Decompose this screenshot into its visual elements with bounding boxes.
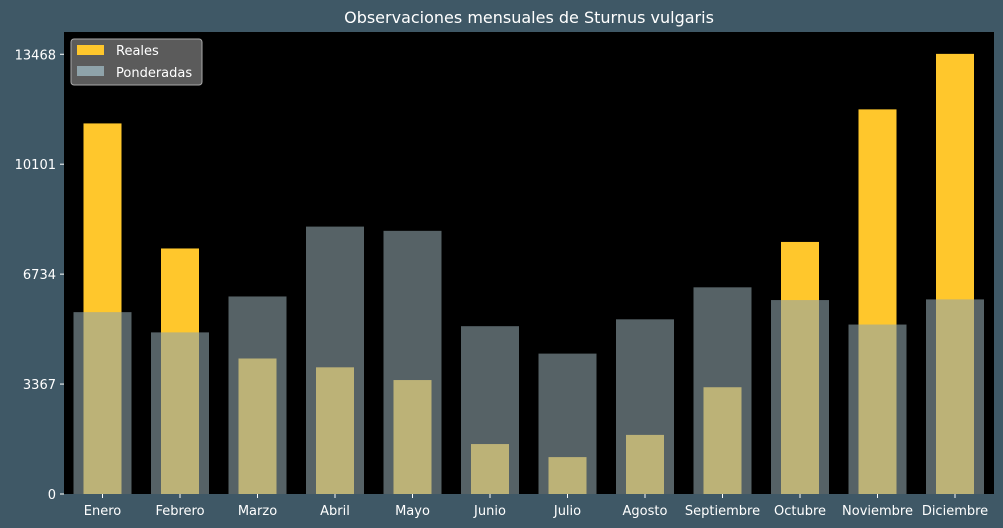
y-tick-label-3367: 3367 (23, 378, 56, 393)
x-tick-label-abril: Abril (320, 504, 350, 519)
y-tick-label-6734: 6734 (23, 268, 56, 283)
legend-swatch-ponderadas (77, 66, 104, 76)
x-axis: Enero Febrero Marzo Abril Mayo Junio Julio Agos… (84, 494, 988, 519)
x-tick-label-marzo: Marzo (238, 504, 277, 519)
bar-ponderadas-septiembre (693, 287, 752, 494)
bar-ponderadas-noviembre (848, 324, 907, 494)
x-tick-label-enero: Enero (84, 504, 122, 519)
x-tick-label-octubre: Octubre (774, 504, 826, 519)
bar-ponderadas-agosto (616, 319, 674, 494)
legend-label-reales: Reales (116, 44, 159, 59)
bar-ponderadas-mayo (383, 230, 442, 494)
legend: Reales Ponderadas (70, 38, 203, 86)
bar-ponderadas-febrero (151, 332, 209, 494)
chart-title: Observaciones mensuales de Sturnus vulga… (344, 8, 714, 27)
bar-ponderadas-abril (306, 226, 364, 495)
x-tick-label-mayo: Mayo (395, 504, 430, 519)
legend-swatch-reales (77, 45, 104, 55)
bar-ponderadas-enero (73, 312, 132, 494)
x-tick-label-julio: Julio (553, 504, 581, 519)
plot-area (64, 32, 994, 494)
x-tick-label-noviembre: Noviembre (842, 504, 913, 519)
y-tick-label-13468: 13468 (15, 48, 56, 63)
bar-ponderadas-octubre (771, 300, 829, 494)
x-tick-label-agosto: Agosto (623, 504, 668, 519)
x-tick-label-febrero: Febrero (155, 504, 204, 519)
series-ponderadas (73, 226, 984, 495)
bar-ponderadas-diciembre (926, 299, 984, 494)
y-tick-label-0: 0 (48, 488, 56, 503)
x-tick-label-diciembre: Diciembre (922, 504, 988, 519)
bar-ponderadas-marzo (228, 296, 287, 494)
legend-label-ponderadas: Ponderadas (116, 66, 192, 81)
bar-ponderadas-junio (461, 326, 519, 494)
y-tick-label-10101: 10101 (15, 158, 56, 173)
x-tick-label-junio: Junio (473, 504, 506, 519)
y-axis: 0 3367 6734 10101 13468 (15, 48, 64, 503)
x-tick-label-septiembre: Septiembre (685, 504, 760, 519)
bar-ponderadas-julio (538, 353, 597, 494)
